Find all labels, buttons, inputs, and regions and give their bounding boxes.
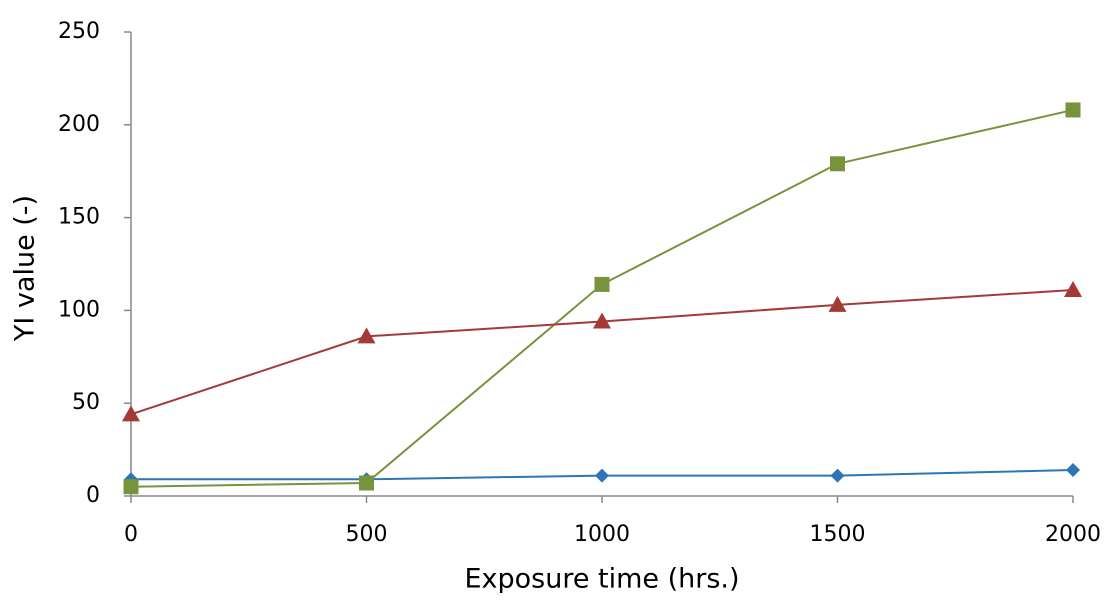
y-tick-label: 100 — [58, 297, 100, 322]
x-tick-label: 1000 — [574, 522, 630, 547]
marker — [123, 479, 139, 495]
x-tick-label: 1500 — [810, 522, 866, 547]
marker — [828, 295, 847, 312]
y-axis-title: YI value (-) — [10, 195, 41, 342]
marker — [359, 475, 374, 491]
y-tick-label: 150 — [58, 205, 100, 230]
marker — [595, 468, 609, 483]
y-tick-label: 0 — [86, 483, 100, 508]
marker — [830, 468, 845, 483]
marker — [593, 312, 611, 329]
x-axis-title: Exposure time (hrs.) — [464, 564, 739, 595]
y-tick-label: 250 — [58, 19, 100, 44]
x-tick-label: 0 — [124, 522, 138, 547]
marker — [122, 405, 140, 422]
marker — [357, 327, 376, 344]
x-tick-label: 2000 — [1045, 522, 1101, 547]
x-tick-label: 500 — [346, 522, 388, 547]
marker — [1065, 102, 1081, 118]
y-tick-label: 200 — [58, 112, 100, 137]
marker — [830, 156, 845, 172]
y-tick-label: 50 — [72, 390, 100, 415]
marker — [1064, 280, 1082, 297]
marker — [1066, 463, 1080, 478]
marker — [594, 276, 610, 292]
series-line — [130, 288, 1074, 416]
